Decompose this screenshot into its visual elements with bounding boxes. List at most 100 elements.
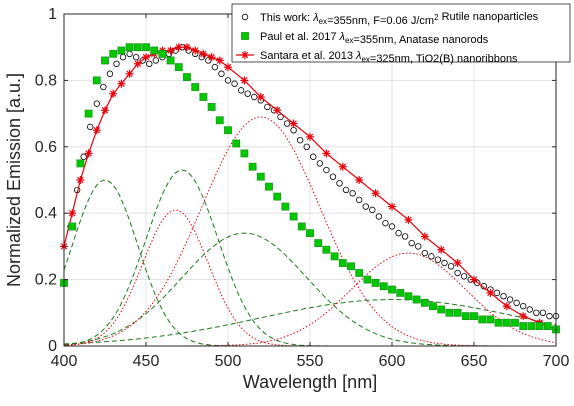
data-point: [396, 288, 405, 297]
legend-text-part: Santara et al. 2013: [260, 50, 356, 62]
data-point: [290, 126, 297, 134]
x-tick-label: 650: [461, 353, 488, 370]
data-point: [237, 87, 245, 94]
data-point: [478, 315, 487, 324]
y-tick-label: 0.2: [35, 272, 57, 289]
legend-marker: [236, 51, 254, 59]
legend: This work: λex=355nm, F=0.06 J/cm2 Rutil…: [231, 3, 571, 65]
data-point: [404, 292, 413, 301]
y-tick-label: 1: [48, 6, 57, 23]
data-point: [445, 308, 454, 317]
x-tick-label: 400: [51, 353, 78, 370]
data-point: [240, 76, 249, 85]
legend-marker: [241, 32, 249, 40]
data-point: [117, 46, 126, 55]
legend-text-part: λ: [355, 50, 361, 62]
data-point: [454, 269, 461, 277]
data-point: [281, 202, 290, 211]
data-point: [224, 63, 232, 72]
legend-text-part: =355nm, Anatase nanorods: [353, 34, 488, 46]
data-point: [310, 153, 317, 160]
data-point: [273, 106, 282, 115]
data-point: [93, 100, 100, 107]
data-point: [84, 109, 93, 118]
data-point: [256, 172, 265, 181]
data-point: [486, 288, 495, 297]
data-point: [256, 93, 265, 101]
y-tick-label: 0.8: [35, 72, 57, 89]
fit-red-2: [63, 116, 556, 347]
x-tick-label: 550: [297, 353, 324, 370]
data-point: [183, 73, 191, 81]
data-point: [420, 298, 429, 307]
data-point: [166, 46, 175, 55]
series-this-work: [67, 44, 560, 320]
data-point: [158, 49, 167, 58]
data-point: [113, 60, 120, 67]
data-point: [470, 312, 478, 321]
data-point: [428, 253, 435, 260]
data-point: [146, 60, 153, 67]
data-point: [215, 116, 224, 125]
data-point: [152, 57, 160, 64]
data-point: [125, 69, 134, 78]
data-point: [133, 59, 142, 68]
data-point: [117, 79, 126, 88]
data-point: [100, 83, 107, 91]
data-point: [283, 120, 291, 127]
data-point: [412, 295, 421, 304]
data-point: [306, 229, 314, 238]
data-point: [355, 269, 364, 277]
data-point: [142, 53, 150, 62]
data-point: [289, 119, 298, 128]
data-point: [322, 149, 331, 158]
data-point: [371, 279, 380, 287]
data-point: [543, 322, 552, 330]
data-point: [265, 182, 273, 191]
data-point: [109, 89, 118, 98]
data-point: [218, 70, 225, 77]
data-point: [388, 202, 396, 211]
data-point: [241, 32, 249, 40]
data-point: [322, 245, 331, 254]
data-point: [502, 302, 511, 311]
x-tick-label: 450: [133, 353, 160, 370]
data-point: [314, 239, 323, 247]
y-tick-label: 0: [48, 338, 57, 355]
data-point: [68, 209, 77, 218]
data-point: [453, 308, 462, 317]
x-tick-label: 700: [543, 353, 570, 370]
data-point: [80, 153, 87, 160]
data-point: [191, 83, 200, 91]
data-point: [356, 196, 363, 204]
data-point: [306, 132, 314, 141]
legend-text-part: ex: [361, 55, 369, 64]
data-point: [429, 302, 437, 311]
data-point: [211, 63, 219, 71]
data-point: [76, 159, 85, 168]
legend-box: [231, 3, 571, 63]
data-point: [546, 312, 553, 320]
data-point: [132, 53, 140, 61]
data-point: [84, 149, 93, 158]
data-point: [404, 215, 413, 224]
data-point: [470, 275, 478, 284]
data-point: [244, 90, 251, 97]
data-point: [408, 239, 415, 247]
data-point: [119, 53, 127, 61]
data-point: [273, 192, 282, 201]
data-point: [101, 106, 109, 115]
data-point: [296, 136, 304, 144]
data-point: [92, 126, 101, 135]
data-point: [125, 43, 134, 52]
data-point: [199, 49, 208, 58]
data-point: [379, 282, 388, 291]
data-point: [437, 245, 446, 254]
data-point: [369, 206, 376, 214]
data-point: [371, 189, 380, 198]
data-point: [316, 160, 324, 167]
data-point: [447, 263, 455, 270]
data-point: [76, 176, 85, 184]
data-point: [289, 212, 298, 221]
data-point: [106, 70, 114, 77]
